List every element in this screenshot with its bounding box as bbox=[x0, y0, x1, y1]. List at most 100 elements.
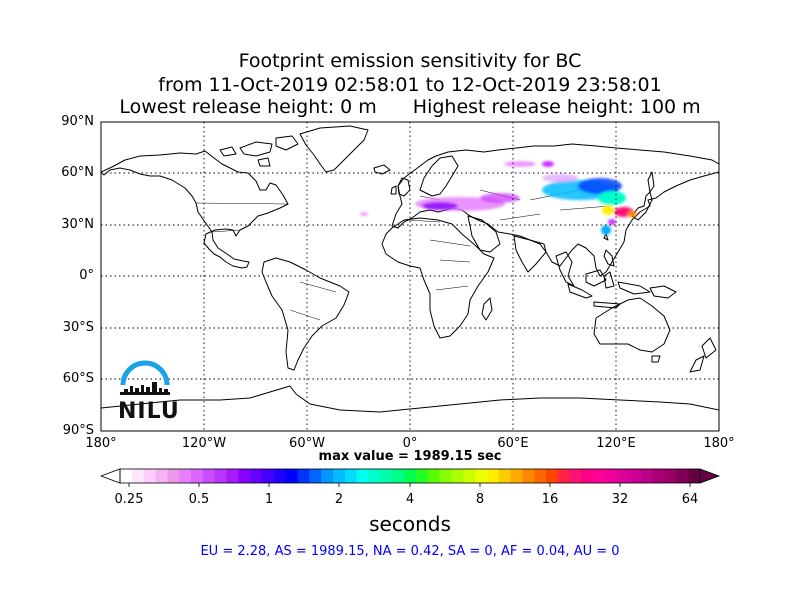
north-america-outline bbox=[101, 150, 289, 269]
colorbar-cell bbox=[120, 469, 133, 483]
colorbar-label: 4 bbox=[405, 492, 415, 507]
arabia-outline bbox=[467, 215, 501, 253]
antarctica-outline bbox=[101, 385, 719, 413]
lat-label-30n: 30°N bbox=[61, 217, 94, 232]
colorbar-cell bbox=[273, 469, 287, 483]
colorbar-cell bbox=[617, 469, 630, 483]
colorbar-label: 32 bbox=[611, 492, 629, 507]
colorbar-cell bbox=[486, 469, 500, 483]
iceland-outline bbox=[373, 164, 391, 175]
lon-label-0: 0° bbox=[402, 436, 418, 451]
new-zealand-outline bbox=[689, 337, 717, 373]
colorbar-cell bbox=[581, 469, 594, 483]
colorbar-label: 8 bbox=[475, 492, 485, 507]
scandinavia-outline bbox=[419, 155, 459, 197]
colorbar-cell bbox=[676, 469, 689, 483]
colorbar-label: 64 bbox=[681, 492, 699, 507]
colorbar-cell bbox=[179, 469, 192, 483]
colorbar-cell bbox=[202, 469, 216, 483]
max-value-label: max value = 1989.15 sec bbox=[318, 449, 502, 464]
colorbar-cell bbox=[664, 469, 677, 483]
colorbar-cell bbox=[510, 469, 523, 483]
philippines-outline bbox=[603, 233, 615, 267]
colorbar-cell bbox=[309, 469, 322, 483]
british-isles-outline bbox=[390, 177, 411, 197]
colorbar-cell bbox=[262, 469, 275, 483]
colorbar-cell bbox=[143, 469, 157, 483]
sakhalin-outline bbox=[647, 171, 655, 193]
colorbar-cell bbox=[605, 469, 618, 483]
colorbar-cell bbox=[546, 469, 559, 483]
tasmania-outline bbox=[651, 355, 661, 363]
colorbar-cell bbox=[392, 469, 405, 483]
colorbar-label: 1 bbox=[264, 492, 274, 507]
lat-label-60s: 60°S bbox=[62, 371, 94, 386]
south-america-outline bbox=[261, 257, 350, 371]
colorbar-cell bbox=[297, 469, 310, 483]
colorbar-cell bbox=[238, 469, 251, 483]
colorbar-cell bbox=[250, 469, 263, 483]
colorbar-cell bbox=[321, 469, 334, 483]
region-stats: EU = 2.28, AS = 1989.15, NA = 0.42, SA =… bbox=[200, 544, 620, 559]
lat-label-90s: 90°S bbox=[62, 423, 94, 438]
colorbar-cell bbox=[652, 469, 665, 483]
colorbar-cell bbox=[191, 469, 204, 483]
colorbar-cell bbox=[155, 469, 168, 483]
colorbar-cell bbox=[333, 469, 346, 483]
map-frame bbox=[100, 121, 720, 432]
colorbar-cell bbox=[475, 469, 488, 483]
highest-release-height: Highest release height: 100 m bbox=[412, 96, 701, 118]
colorbar-lower-arrow bbox=[99, 468, 121, 484]
colorbar-cell bbox=[404, 469, 417, 483]
colorbar-cell bbox=[380, 469, 393, 483]
colorbar-cell bbox=[498, 469, 512, 483]
colorbar-cell bbox=[688, 469, 701, 483]
lon-label-180w: 180° bbox=[85, 436, 117, 451]
lon-label-60e: 60°E bbox=[497, 436, 529, 451]
colorbar-cell bbox=[167, 469, 180, 483]
greenland-outline bbox=[299, 125, 369, 173]
colorbar-cell bbox=[131, 469, 145, 483]
arctic-islands-outline bbox=[219, 135, 299, 167]
lowest-release-height: Lowest release height: 0 m bbox=[119, 96, 377, 118]
madagascar-outline bbox=[481, 297, 493, 321]
colorbar-cell bbox=[226, 469, 239, 483]
colorbar-cell bbox=[439, 469, 452, 483]
colorbar-cell bbox=[463, 469, 476, 483]
colorbar bbox=[99, 468, 721, 487]
lon-label-120w: 120°W bbox=[181, 436, 227, 451]
map-gridlines bbox=[101, 122, 719, 431]
colorbar-label: 0.25 bbox=[114, 492, 144, 507]
colorbar-cell bbox=[415, 469, 429, 483]
release-heights: Lowest release height: 0 m Highest releas… bbox=[0, 96, 800, 118]
colorbar-cell bbox=[344, 469, 358, 483]
lat-label-0: 0° bbox=[79, 268, 94, 283]
colorbar-cell bbox=[569, 469, 583, 483]
footprint-plume bbox=[360, 161, 637, 235]
colorbar-cell bbox=[534, 469, 547, 483]
colorbar-cell bbox=[356, 469, 370, 483]
lat-label-60n: 60°N bbox=[61, 165, 94, 180]
colorbar-cell bbox=[368, 469, 381, 483]
colorbar-cell bbox=[285, 469, 299, 483]
colorbar-cell bbox=[640, 469, 654, 483]
nilu-logo bbox=[120, 360, 170, 395]
southeast-asia-outline bbox=[555, 251, 575, 287]
africa-outline bbox=[381, 217, 495, 339]
colorbar-cell bbox=[593, 469, 606, 483]
lon-label-60w: 60°W bbox=[289, 436, 325, 451]
figure-title: Footprint emission sensitivity for BC bbox=[238, 50, 582, 72]
colorbar-cell bbox=[214, 469, 228, 483]
colorbar-cell bbox=[451, 469, 464, 483]
india-outline bbox=[513, 235, 547, 273]
australia-outline bbox=[593, 297, 671, 353]
nilu-logo-text: NILU bbox=[118, 399, 180, 424]
indonesia-outline bbox=[567, 269, 651, 309]
colorbar-units: seconds bbox=[369, 512, 451, 536]
colorbar-upper-arrow bbox=[699, 468, 721, 484]
colorbar-label: 16 bbox=[541, 492, 559, 507]
lon-label-120e: 120°E bbox=[596, 436, 636, 451]
colorbar-label: 0.5 bbox=[188, 492, 210, 507]
lat-label-30s: 30°S bbox=[62, 320, 94, 335]
